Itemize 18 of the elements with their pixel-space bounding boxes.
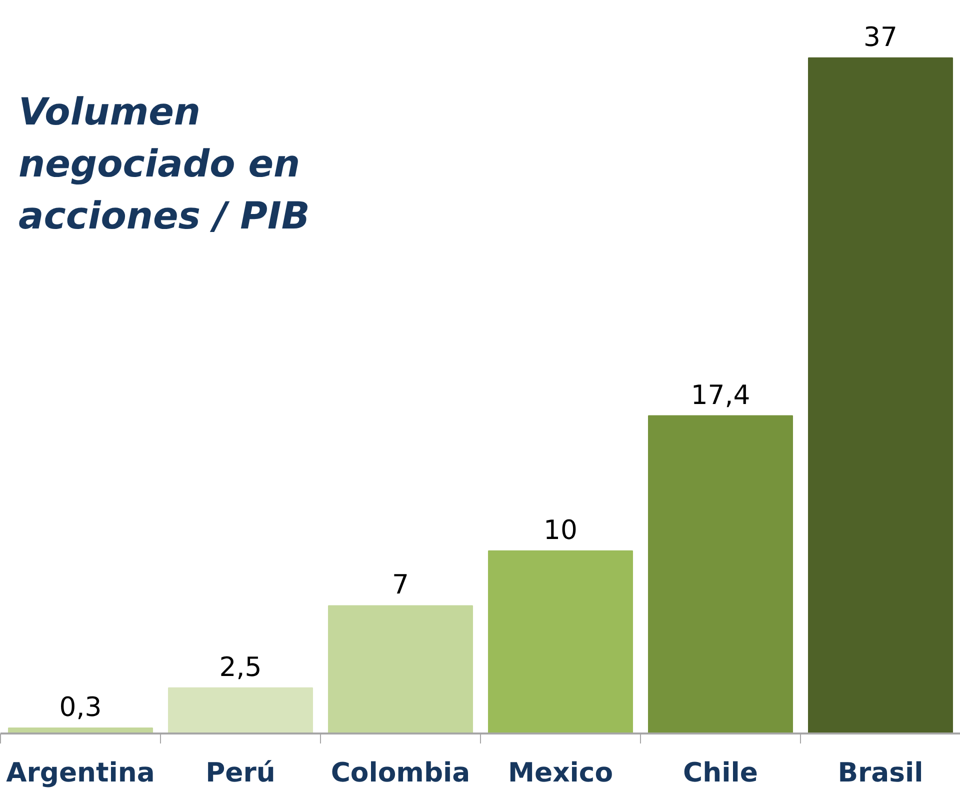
text: Volumen negociado en acciones / PIB xyxy=(18,90,310,238)
x-tick-label: Chile xyxy=(683,758,758,788)
bar xyxy=(808,57,953,734)
data-label: 2,5 xyxy=(219,652,262,683)
x-tick-label: Argentina xyxy=(6,758,155,788)
data-label: 37 xyxy=(864,22,898,53)
x-tick-label: Brasil xyxy=(838,758,924,788)
bar xyxy=(328,605,473,734)
data-label: 7 xyxy=(392,570,409,601)
data-label: 10 xyxy=(544,514,578,546)
bar xyxy=(488,550,633,734)
x-tick-label: Mexico xyxy=(508,758,614,788)
x-tick-label: Perú xyxy=(206,758,276,788)
data-label: 17,4 xyxy=(690,380,750,411)
bar xyxy=(168,687,313,734)
data-label: 0,3 xyxy=(59,692,102,724)
x-tick-label: Colombia xyxy=(330,758,470,788)
bar xyxy=(648,415,793,734)
